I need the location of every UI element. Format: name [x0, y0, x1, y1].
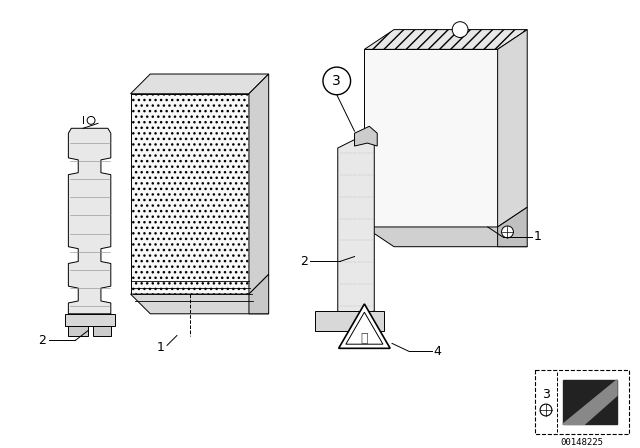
Polygon shape [249, 74, 269, 294]
Text: 4: 4 [433, 345, 442, 358]
Polygon shape [315, 311, 384, 331]
Bar [535, 370, 629, 434]
Polygon shape [131, 74, 269, 94]
Polygon shape [65, 314, 115, 326]
Polygon shape [249, 274, 269, 314]
Circle shape [87, 116, 95, 125]
Circle shape [502, 226, 513, 238]
Text: 3: 3 [542, 388, 550, 401]
Polygon shape [563, 380, 617, 424]
Polygon shape [131, 294, 269, 314]
Text: ✋: ✋ [361, 332, 368, 345]
Text: 00148225: 00148225 [561, 438, 604, 447]
Text: 1: 1 [534, 230, 542, 243]
Text: 1: 1 [156, 341, 164, 354]
Text: 2: 2 [300, 255, 308, 268]
Polygon shape [498, 30, 527, 227]
Polygon shape [355, 126, 377, 146]
Polygon shape [68, 128, 111, 314]
Polygon shape [364, 49, 498, 227]
Polygon shape [364, 30, 527, 49]
Polygon shape [498, 207, 527, 247]
Text: 3: 3 [332, 74, 341, 88]
Polygon shape [563, 380, 617, 424]
Polygon shape [68, 326, 88, 336]
Circle shape [323, 67, 351, 95]
Polygon shape [364, 227, 527, 247]
Polygon shape [346, 312, 383, 344]
Polygon shape [93, 326, 111, 336]
Polygon shape [339, 304, 390, 349]
Circle shape [540, 404, 552, 416]
Polygon shape [338, 133, 374, 326]
Polygon shape [131, 94, 249, 294]
Text: 2: 2 [38, 334, 45, 347]
Circle shape [452, 22, 468, 38]
